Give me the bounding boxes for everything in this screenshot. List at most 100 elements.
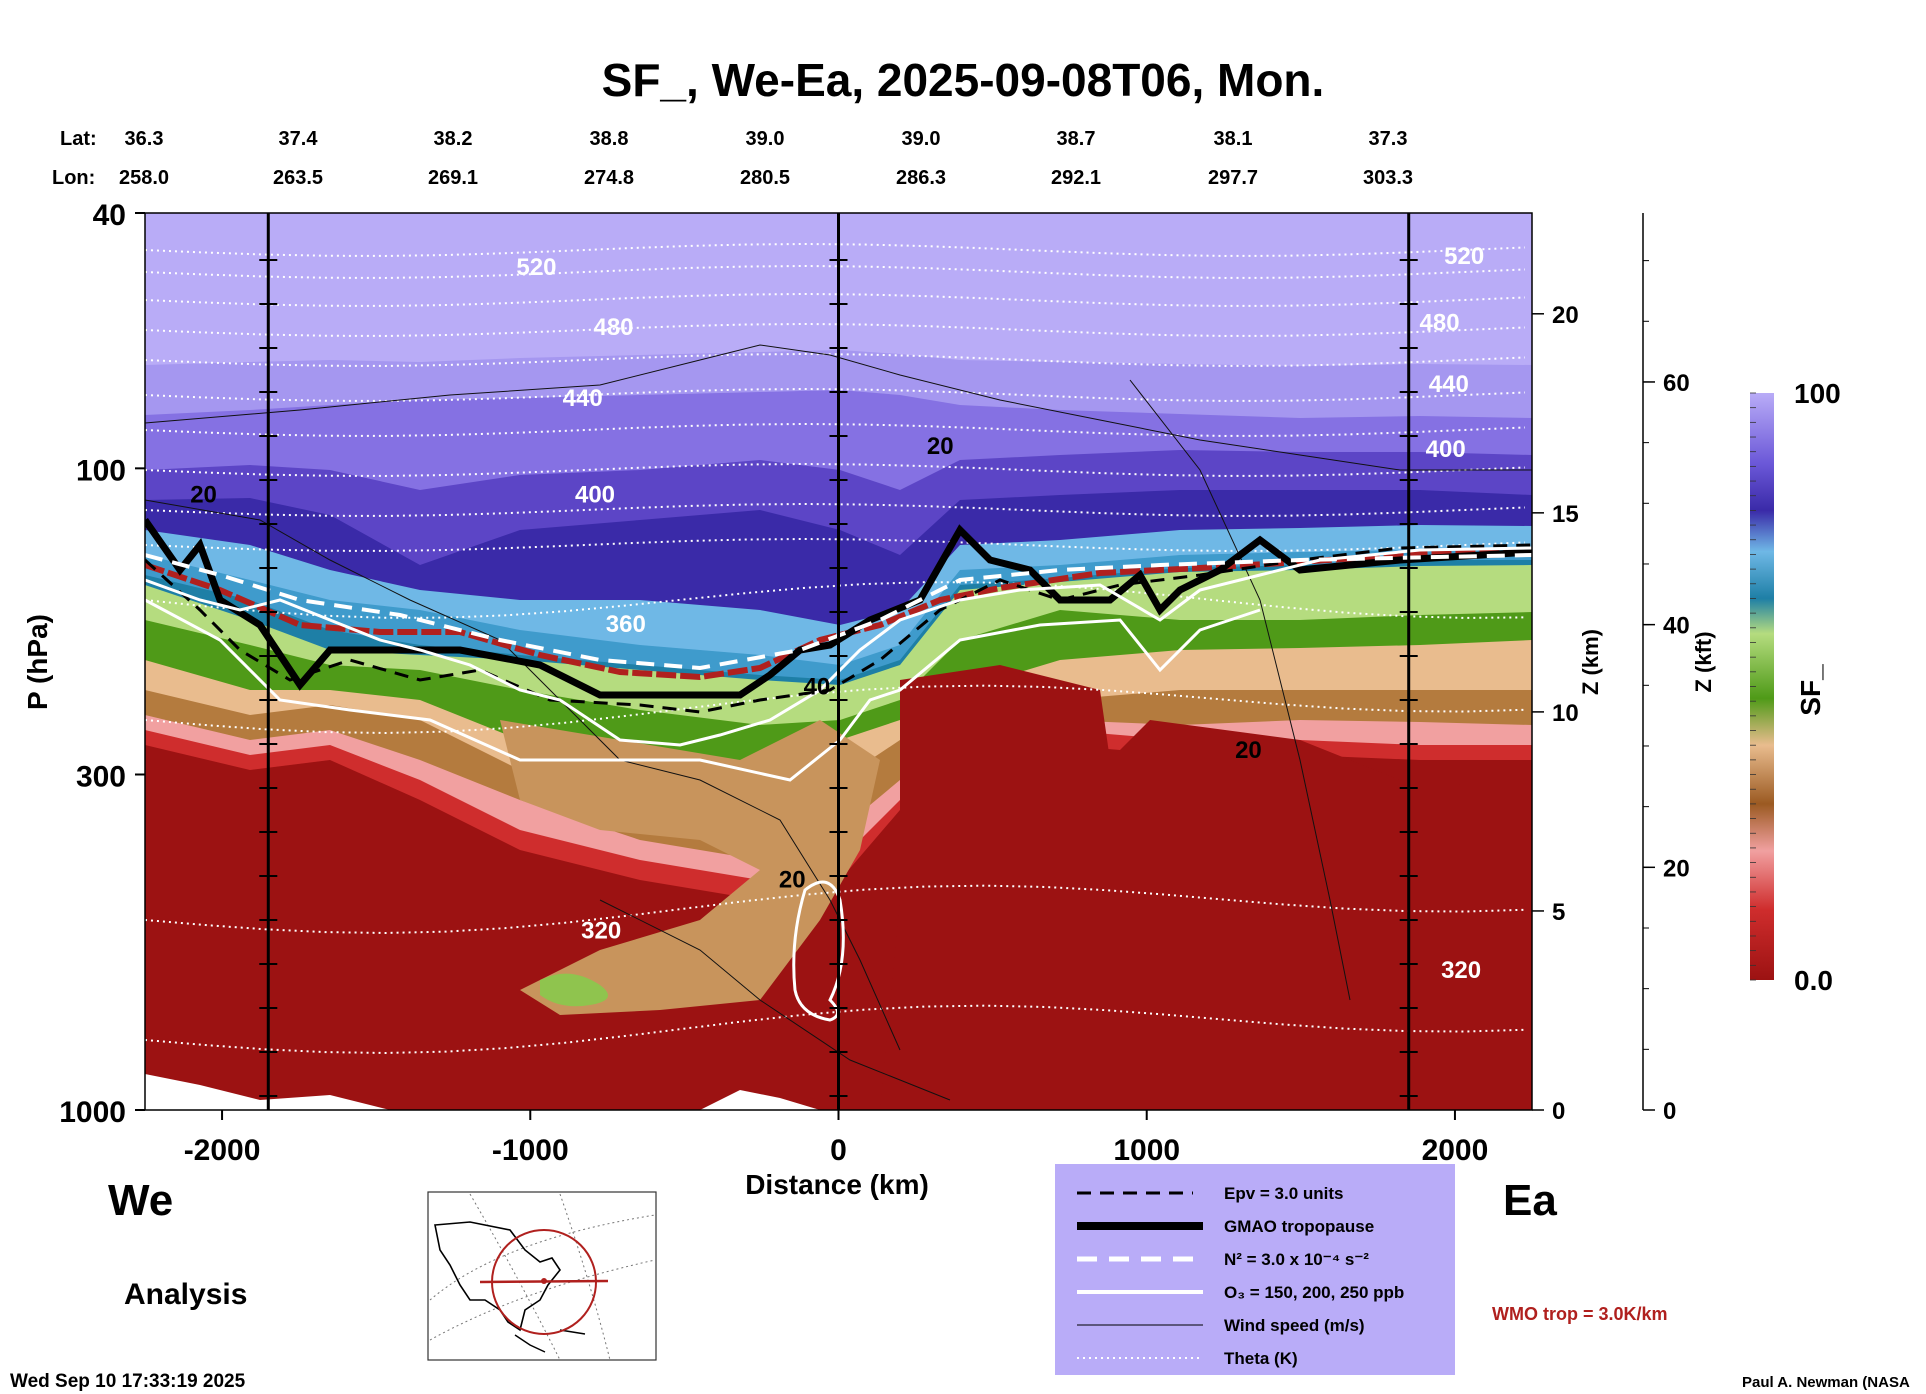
lat-value: 37.4 [279,128,319,150]
theta-label: 440 [563,385,603,412]
z-kft-tick-label: 40 [1663,613,1690,640]
legend: Epv = 3.0 units GMAO tropopause N² = 3.0… [1055,1164,1455,1375]
z-km-tick-label: 10 [1552,700,1579,727]
z-km-tick-label: 15 [1552,501,1579,528]
theta-label: 360 [606,611,646,638]
lat-value: 37.3 [1369,128,1408,150]
lon-label: Lon: [52,167,95,189]
theta-line [145,684,1526,734]
wind-contour [1129,379,1351,1001]
lat-value: 38.1 [1214,128,1253,150]
wind-label: 20 [927,433,954,460]
theta-line [145,352,1526,367]
p-tick-label: 1000 [59,1096,126,1129]
theta-label: 440 [1429,371,1469,398]
wind-label: 20 [779,866,806,893]
colorbar-max-label: 100 [1794,378,1841,409]
legend-label-o3: O₃ = 150, 200, 250 ppb [1224,1283,1404,1302]
z-km-tick-label: 5 [1552,899,1565,926]
sf-green-patch [540,973,608,1007]
theta-line [145,387,1526,402]
x-tick-label: -1000 [492,1134,569,1167]
colorbar-min-label: 0.0 [1794,965,1833,996]
west-label: We [108,1176,173,1225]
z-kft-tick-label: 0 [1663,1098,1676,1125]
north-america-outline [434,1221,561,1332]
wind-label: 40 [804,673,831,700]
theta-line [145,242,1526,257]
z-km-tick-label: 0 [1552,1098,1565,1125]
legend-label-wind: Wind speed (m/s) [1224,1316,1365,1335]
legend-box [1055,1164,1455,1375]
x-tick-label: 0 [830,1134,847,1167]
lon-value: 280.5 [740,167,790,189]
colorbar-title: SF_ [1795,664,1826,716]
inset-map-frame [427,1191,657,1361]
lat-value: 38.2 [434,128,473,150]
wmo-trop-label: WMO trop = 3.0K/km [1492,1304,1668,1324]
theta-line [145,264,1526,279]
p-tick-label: 300 [76,760,126,793]
colorbar: 100 0.0 SF_ [1750,378,1841,996]
theta-label: 400 [1426,436,1466,463]
x-tick-label: 2000 [1422,1134,1489,1167]
analysis-label: Analysis [124,1278,247,1311]
sf-east-red [880,665,1532,1110]
wind-contour [145,344,1532,471]
theta-label: 320 [1441,957,1481,984]
inset-map [427,1191,657,1361]
lat-value: 38.8 [590,128,629,150]
theta-label: 320 [581,917,621,944]
theta-line [145,1004,1526,1054]
epv-contour [145,543,1532,714]
wind-contour [145,499,901,1051]
theta-line [145,322,1526,337]
legend-label-theta: Theta (K) [1224,1349,1298,1368]
terrain-mask [700,1090,820,1110]
lon-value: 263.5 [273,167,323,189]
center-point [541,1278,547,1284]
theta-line [145,502,1526,517]
o3-contour [145,598,1261,782]
theta-line [145,537,1526,552]
lat-value: 38.7 [1057,128,1096,150]
theta-label: 480 [593,314,633,341]
p-tick-label: 40 [93,199,126,232]
theta-label: 520 [1444,243,1484,270]
theta-line [145,462,1526,477]
inset-graticule [429,1193,656,1361]
z-km-axis-title: Z (km) [1578,629,1603,695]
theta-line [145,422,1526,437]
lon-value: 269.1 [428,167,478,189]
credit: Paul A. Newman (NASA [1742,1374,1910,1391]
y-axis-title: P (hPa) [22,614,53,710]
x-tick-label: -2000 [184,1134,261,1167]
x-tick-label: 1000 [1113,1134,1180,1167]
lat-lon-header: Lat: Lon: 36.3 258.0 37.4 263.5 38.2 269.1 38.… [52,128,1413,189]
legend-label-epv: Epv = 3.0 units [1224,1184,1344,1203]
timestamp: Wed Sep 10 17:33:19 2025 [10,1371,246,1392]
z-kft-axis-title: Z (kft) [1691,631,1716,692]
z-kft-tick-label: 20 [1663,855,1690,882]
p-tick-label: 100 [76,454,126,487]
n2-contour [145,553,1532,671]
theta-line [145,292,1526,307]
theta-label: 480 [1420,310,1460,337]
sf-tan-tongue [500,720,880,1015]
chart-title: SF_, We-Ea, 2025-09-08T06, Mon. [602,54,1325,106]
theta-line [145,884,1526,934]
gmao-tropopause [145,517,1532,699]
lat-label: Lat: [60,128,97,150]
lat-value: 39.0 [902,128,941,150]
lat-value: 39.0 [746,128,785,150]
legend-label-n2: N² = 3.0 x 10⁻⁴ s⁻² [1224,1250,1369,1269]
z-km-tick-label: 20 [1552,302,1579,329]
theta-label: 400 [575,481,615,508]
wind-label: 20 [190,481,217,508]
x-axis-title: Distance (km) [745,1169,929,1200]
z-kft-tick-label: 60 [1663,370,1690,397]
legend-label-tropopause: GMAO tropopause [1224,1217,1374,1236]
lon-value: 297.7 [1208,167,1258,189]
wind-label: 20 [1235,737,1262,764]
